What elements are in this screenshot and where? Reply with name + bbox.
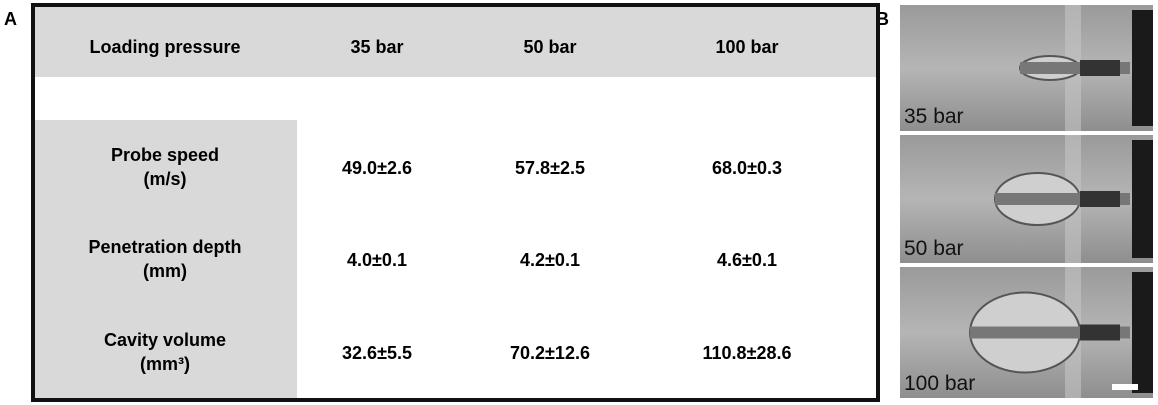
- photo: 35 bar: [900, 5, 1153, 131]
- row-label: Cavity volume (mm³): [104, 328, 226, 376]
- caption: 35 bar: [904, 105, 964, 128]
- row-label: Penetration depth (mm): [88, 235, 241, 283]
- value-cell: 4.0±0.1: [347, 250, 407, 270]
- value-cell: 110.8±28.6: [702, 343, 792, 363]
- label-line: Probe speed: [110, 145, 220, 165]
- row-label: Probe speed (m/s): [111, 143, 219, 191]
- photo: 100 bar: [900, 267, 1153, 398]
- header-cell: 35 bar: [350, 37, 404, 57]
- label-column: [35, 120, 297, 398]
- value-cell: 70.2±12.6: [510, 343, 590, 363]
- value-cell: 68.0±0.3: [712, 158, 782, 178]
- photo-art: [1019, 5, 1153, 131]
- value-cell: 4.6±0.1: [717, 250, 777, 270]
- caption: 100 bar: [904, 372, 976, 395]
- header-cell: 50 bar: [523, 37, 577, 57]
- table: Loading pressure 35 bar 50 bar 100 bar Probe…: [31, 3, 880, 402]
- label-line: (mm³): [139, 354, 190, 374]
- photo: 50 bar: [900, 135, 1153, 263]
- photo-art: [994, 135, 1153, 263]
- value-cell: 57.8±2.5: [515, 158, 585, 178]
- header-cell: 100 bar: [715, 37, 779, 57]
- caption: 50 bar: [904, 237, 964, 260]
- label-line: Penetration depth: [88, 237, 242, 257]
- label-line: (m/s): [143, 169, 187, 189]
- header-cell: Loading pressure: [89, 37, 241, 57]
- value-cell: 49.0±2.6: [342, 158, 412, 178]
- value-cell: 32.6±5.5: [342, 343, 412, 363]
- panel-label: A: [4, 9, 17, 29]
- label-line: (mm): [142, 261, 187, 281]
- photo-art: [969, 267, 1153, 398]
- label-line: Cavity volume: [103, 330, 227, 350]
- header-row: [35, 7, 876, 77]
- value-cell: 4.2±0.1: [520, 250, 580, 270]
